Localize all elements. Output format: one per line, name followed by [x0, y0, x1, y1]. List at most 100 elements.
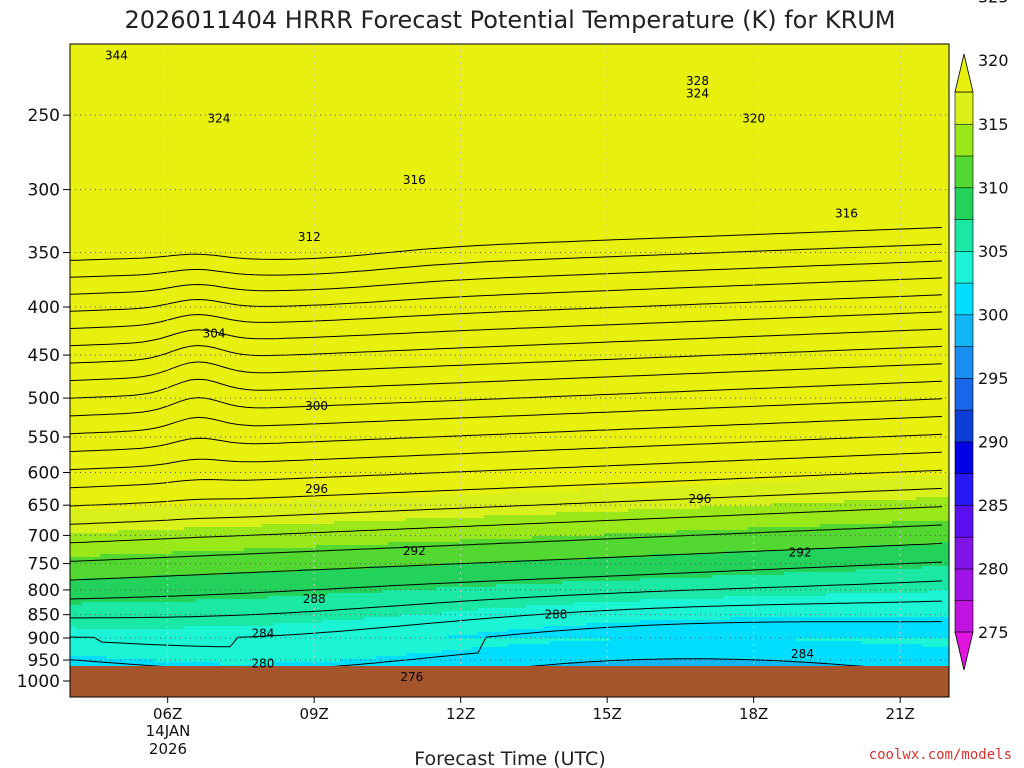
colorbar: 2752802852902953003053103153203253303353…: [954, 0, 1009, 671]
x-tick-label-06Z: 06Z: [153, 705, 182, 723]
svg-text:296: 296: [305, 482, 328, 496]
colorbar-bin: [954, 123, 974, 157]
contour-label-280: 280: [251, 656, 274, 670]
colorbar-tick-275: 275: [978, 623, 1009, 642]
y-tick-label-650: 650: [28, 496, 60, 516]
contour-label-304: 304: [203, 327, 226, 341]
colorbar-bin: [954, 345, 974, 379]
contour-label-288: 288: [544, 608, 567, 622]
surface-terrain: [70, 666, 949, 697]
x-tick-date-day: 14JAN: [146, 722, 191, 740]
colorbar-bin: [954, 314, 974, 347]
svg-text:292: 292: [403, 544, 426, 558]
temperature-bands: [70, 44, 949, 697]
colorbar-bin: [954, 504, 974, 538]
svg-text:296: 296: [688, 492, 711, 506]
svg-text:328: 328: [686, 74, 709, 88]
colorbar-tick-310: 310: [978, 178, 1009, 197]
contour-line-344: [70, 243, 943, 278]
contour-line-340: [70, 277, 943, 312]
colorbar-tick-305: 305: [978, 242, 1009, 261]
contour-label-296: 296: [688, 492, 711, 506]
contour-label-292: 292: [403, 544, 426, 558]
contour-line-306: [70, 580, 943, 619]
y-tick-label-850: 850: [28, 606, 60, 626]
contour-line-318: [70, 469, 943, 507]
colorbar-bin: [954, 472, 974, 506]
contour-line-320: [70, 451, 943, 489]
colorbar-tick-285: 285: [978, 496, 1009, 515]
contour-line-328: [70, 380, 943, 417]
contour-label-316: 316: [835, 206, 858, 220]
contour-line-312: [70, 524, 943, 562]
contour-label-320: 320: [742, 111, 765, 125]
y-tick-label-950: 950: [28, 651, 60, 671]
colorbar-bin: [954, 250, 974, 284]
contour-line-330: [70, 363, 943, 399]
y-axis-ticks: 250 300 350 400 450 500 550 600 650 700 750 800 850 9…: [17, 106, 70, 692]
svg-text:288: 288: [303, 592, 326, 606]
contour-line-346: [70, 227, 943, 261]
y-tick-label-500: 500: [28, 389, 60, 409]
colorbar-bin: [954, 536, 974, 570]
colorbar-extend-bottom: [954, 631, 974, 671]
y-tick-label-250: 250: [28, 106, 60, 126]
x-tick-label-15Z: 15Z: [592, 705, 621, 723]
colorbar-bin: [954, 282, 974, 316]
y-tick-label-450: 450: [28, 346, 60, 366]
x-tick-label-12Z: 12Z: [446, 705, 475, 723]
svg-text:320: 320: [742, 111, 765, 125]
contour-label-316: 316: [403, 173, 426, 187]
x-tick-label-18Z: 18Z: [739, 705, 768, 723]
svg-text:324: 324: [686, 86, 709, 100]
contour-line-338: [70, 294, 943, 329]
colorbar-tick-315: 315: [978, 115, 1009, 134]
contour-line-332: [70, 345, 943, 382]
contour-line-316: [70, 487, 943, 525]
colorbar-bin: [954, 186, 974, 220]
y-tick-label-300: 300: [28, 181, 60, 201]
svg-text:300: 300: [305, 399, 328, 413]
svg-text:316: 316: [835, 206, 858, 220]
credit-text: coolwx.com/models: [869, 747, 1012, 763]
contour-label-288: 288: [303, 592, 326, 606]
x-tick-date-year: 2026: [149, 740, 187, 758]
colorbar-bin: [954, 218, 974, 252]
contour-line-310: [70, 543, 943, 581]
y-tick-label-800: 800: [28, 581, 60, 601]
x-axis-label: Forecast Time (UTC): [414, 748, 605, 768]
colorbar-tick-325: 325: [978, 0, 1009, 7]
contour-line-326: [70, 398, 943, 435]
colorbar-bin: [954, 377, 974, 411]
svg-text:276: 276: [400, 670, 423, 684]
svg-text:292: 292: [789, 546, 812, 560]
colorbar-bin: [954, 599, 974, 633]
y-tick-label-350: 350: [28, 243, 60, 263]
colorbar-bin: [954, 91, 974, 125]
chart-title: 2026011404 HRRR Forecast Potential Tempe…: [124, 6, 895, 34]
contour-label-292: 292: [789, 546, 812, 560]
colorbar-tick-320: 320: [978, 51, 1009, 70]
y-tick-label-600: 600: [28, 463, 60, 483]
contour-label-324: 324: [686, 86, 709, 100]
x-tick-label-21Z: 21Z: [885, 705, 914, 723]
svg-text:312: 312: [298, 230, 321, 244]
colorbar-tick-300: 300: [978, 305, 1009, 324]
contour-label-328: 328: [686, 74, 709, 88]
svg-text:284: 284: [251, 626, 274, 640]
plot-frame: [69, 43, 950, 698]
colorbar-extend-top: [954, 53, 974, 93]
svg-text:316: 316: [403, 173, 426, 187]
y-tick-label-1000: 1000: [17, 672, 60, 692]
contour-label-296: 296: [305, 482, 328, 496]
contour-line-342: [70, 260, 943, 295]
y-tick-label-700: 700: [28, 526, 60, 546]
colorbar-bin: [954, 409, 974, 443]
x-axis-ticks: 06Z 09Z 12Z 15Z 18Z 21Z: [153, 697, 915, 723]
contour-line-322: [70, 433, 943, 471]
contour-label-300: 300: [305, 399, 328, 413]
colorbar-bin: [954, 568, 974, 602]
